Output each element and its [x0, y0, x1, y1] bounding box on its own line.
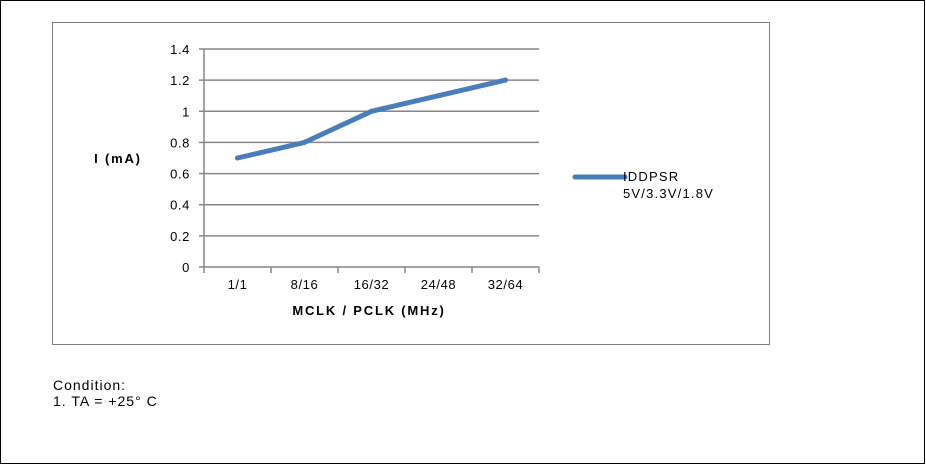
y-tick-label: 0.2	[170, 229, 190, 244]
data-point	[436, 93, 441, 99]
x-tick-label: 16/32	[354, 277, 390, 292]
series-line	[235, 77, 508, 161]
condition-item: 1. TA = +25° C	[53, 393, 158, 409]
data-point	[369, 108, 374, 114]
x-tick-label: 32/64	[488, 277, 524, 292]
y-tick-label: 0.6	[170, 167, 190, 182]
y-tick-label: 0.4	[170, 198, 190, 213]
legend: IDDPSR 5V/3.3V/1.8V	[572, 169, 714, 201]
legend-label-line2: 5V/3.3V/1.8V	[623, 186, 714, 201]
series-lines	[235, 77, 508, 161]
x-tick-label: 8/16	[291, 277, 319, 292]
line-chart: 0 0.2 0.4 0.6 0.8 1 1.2 1.4 1/1 8/16 16/32 24/48 32/…	[94, 42, 714, 318]
x-axis-title: MCLK / PCLK (MHz)	[292, 303, 445, 318]
y-tick-label: 1	[182, 104, 190, 119]
condition-notes: Condition: 1. TA = +25° C	[53, 377, 158, 409]
gridlines	[204, 48, 539, 237]
y-tick-label: 0.8	[170, 135, 190, 150]
legend-label: IDDPSR	[623, 169, 679, 184]
x-tick-label: 24/48	[421, 277, 457, 292]
data-point	[235, 155, 240, 161]
tick-labels: 0 0.2 0.4 0.6 0.8 1 1.2 1.4 1/1 8/16 16/32 24/48 32/…	[170, 42, 523, 292]
condition-heading: Condition:	[53, 377, 127, 393]
chart-container: 0 0.2 0.4 0.6 0.8 1 1.2 1.4 1/1 8/16 16/32 24/48 32/…	[52, 22, 770, 345]
y-axis-title: I (mA)	[94, 151, 142, 166]
y-tick-label: 1.4	[170, 42, 190, 57]
data-point	[503, 77, 508, 83]
data-point	[302, 139, 307, 145]
axes	[199, 48, 540, 273]
y-tick-label: 0	[182, 260, 190, 275]
y-tick-label: 1.2	[170, 73, 190, 88]
x-tick-label: 1/1	[228, 277, 248, 292]
